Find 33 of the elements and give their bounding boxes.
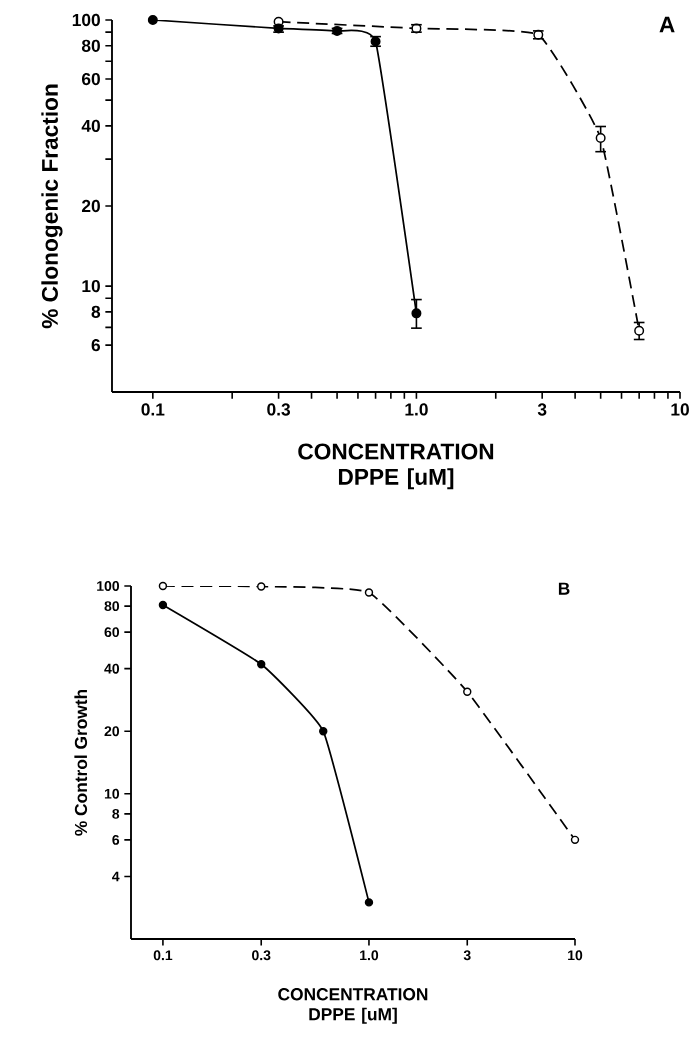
y-tick-label: 6 — [112, 834, 120, 845]
x-tick-label: 10 — [671, 403, 689, 416]
y-tick-label: 4 — [112, 871, 120, 882]
y-tick-label: 8 — [112, 808, 120, 819]
y-tick-label: 100 — [97, 581, 120, 591]
y-tick-label: 80 — [104, 601, 120, 612]
x-axis-title: CONCENTRATION DPPE [uM] — [278, 988, 428, 1024]
x-tick-label: 1.0 — [405, 403, 428, 416]
y-tick-label: 10 — [104, 788, 120, 799]
x-tick-label: 0.1 — [141, 403, 165, 416]
y-tick-label: 100 — [72, 13, 100, 27]
y-tick-label: 40 — [104, 663, 120, 674]
y-tick-label: 60 — [81, 72, 100, 86]
x-tick-label: 10 — [568, 950, 583, 961]
y-axis-title: % Control Growth — [74, 689, 88, 836]
y-tick-label: 8 — [91, 305, 101, 319]
y-tick-label: 60 — [104, 627, 120, 638]
y-tick-label: 80 — [81, 39, 100, 52]
x-tick-label: 3 — [463, 950, 471, 961]
y-tick-label: 10 — [82, 279, 100, 293]
chart-title: A — [659, 16, 675, 33]
x-tick-label: 0.3 — [267, 403, 290, 416]
y-tick-label: 40 — [81, 119, 100, 133]
x-tick-label: 1.0 — [360, 950, 379, 961]
x-tick-label: 0.1 — [153, 950, 173, 961]
x-tick-label: 3 — [537, 403, 547, 416]
y-tick-label: 6 — [91, 338, 100, 352]
chart-title: B — [558, 582, 570, 595]
x-axis-title: CONCENTRATION DPPE [uM] — [298, 443, 494, 490]
y-tick-label: 20 — [104, 726, 120, 737]
x-tick-label: 0.3 — [252, 950, 271, 961]
y-tick-label: 20 — [81, 199, 100, 213]
y-axis-title: % Clonogenic Fraction — [41, 84, 63, 329]
